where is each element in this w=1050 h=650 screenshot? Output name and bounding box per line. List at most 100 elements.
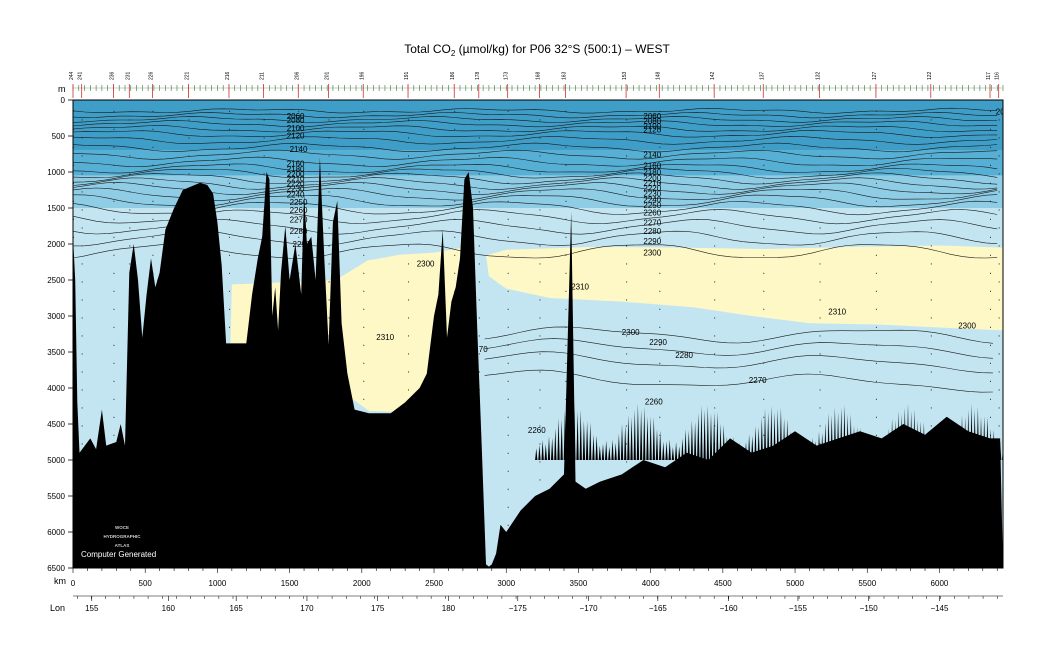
sample-dot [328,209,330,211]
sample-dot [763,380,765,382]
sample-dot [930,317,932,319]
sample-dot [990,236,992,238]
lon-tick-label: −160 [720,604,739,613]
sample-dot [626,317,628,319]
sample-dot [763,146,765,148]
sample-dot [507,524,509,526]
sample-dot [659,110,661,112]
sample-dot [714,407,716,409]
y-tick-label: 5500 [47,492,65,501]
sample-dot [990,344,992,346]
isoline [73,172,998,185]
contour-label: 2250 [643,201,661,210]
sample-dot [129,245,131,247]
sample-dot [298,128,300,130]
contour-label: 2290 [649,338,667,347]
sample-dot [478,119,480,121]
sample-dot [408,119,410,121]
sample-dot [819,191,821,193]
sample-dot [930,371,932,373]
sample-dot [81,191,83,193]
sample-dot [454,182,456,184]
sample-dot [129,227,131,229]
sample-dot [565,362,567,364]
sample-dot [298,218,300,220]
sample-dot [819,227,821,229]
sample-dot [714,335,716,337]
sample-dot [626,353,628,355]
sample-dot [539,335,541,337]
sample-dot [659,254,661,256]
sample-dot [930,155,932,157]
lon-tick-label: 160 [162,604,176,613]
station-number: 163 [561,71,567,80]
isoline [73,230,998,247]
sample-dot [363,254,365,256]
y-tick-label: 1000 [47,168,65,177]
contour-label: 2080 [643,117,661,126]
longitude-axis: 155 160 165 170 175 180 −175 −170 −165 −160 −155 −1… [73,595,1003,613]
y-tick-label: 0 [61,96,66,105]
sample-dot [113,164,115,166]
sample-dot [998,119,1000,121]
sample-dot [626,443,628,445]
sample-dot [626,137,628,139]
sample-dot [819,317,821,319]
station-number: 122 [927,71,933,80]
sample-dot [228,290,230,292]
sample-dot [152,200,154,202]
sample-dot [507,416,509,418]
sample-dot [565,164,567,166]
station-number: 148 [655,71,661,80]
isoline [73,167,998,179]
station-number: 226 [148,71,154,80]
isoline [73,163,998,174]
contour-label: 2060 [643,112,661,121]
sample-dot [129,155,131,157]
sample-dot [626,299,628,301]
sample-dot [363,128,365,130]
sample-dot [875,362,877,364]
sample-dot [819,281,821,283]
x-tick-label: 1000 [209,579,227,588]
sample-dot [129,119,131,121]
sample-dot [714,263,716,265]
plot-frame [72,99,1004,569]
station-number: 211 [260,72,266,80]
sample-dot [539,155,541,157]
sample-dot [659,398,661,400]
station-number: 137 [759,71,765,80]
x-tick-label: 1500 [281,579,299,588]
sample-dot [930,335,932,337]
sample-dot [152,218,154,220]
sample-dot [507,488,509,490]
sample-dot [113,218,115,220]
station-number: 191 [404,71,410,80]
sample-dot [507,164,509,166]
sample-dot [113,110,115,112]
sample-dot [763,128,765,130]
x-axis-label: km [54,576,66,586]
contour-label: 2120 [287,131,305,140]
sample-dot [328,155,330,157]
sample-dot [565,344,567,346]
contour-label: 2080 [287,116,305,125]
sample-dot [328,281,330,283]
station-number: 142 [710,71,716,80]
sample-dot [539,371,541,373]
sample-dot [113,326,115,328]
sample-dot [714,317,716,319]
sample-dot [81,155,83,157]
sample-dot [565,182,567,184]
contour-label: 2260 [645,398,663,407]
sample-dot [478,335,480,337]
sample-dot [507,272,509,274]
isoline [73,200,998,216]
sample-dot [228,164,230,166]
seafloor-roughness [535,403,1003,460]
sample-dot [990,164,992,166]
sample-dot [507,308,509,310]
isoline [73,218,998,235]
sample-dot [819,353,821,355]
sample-dot [659,308,661,310]
